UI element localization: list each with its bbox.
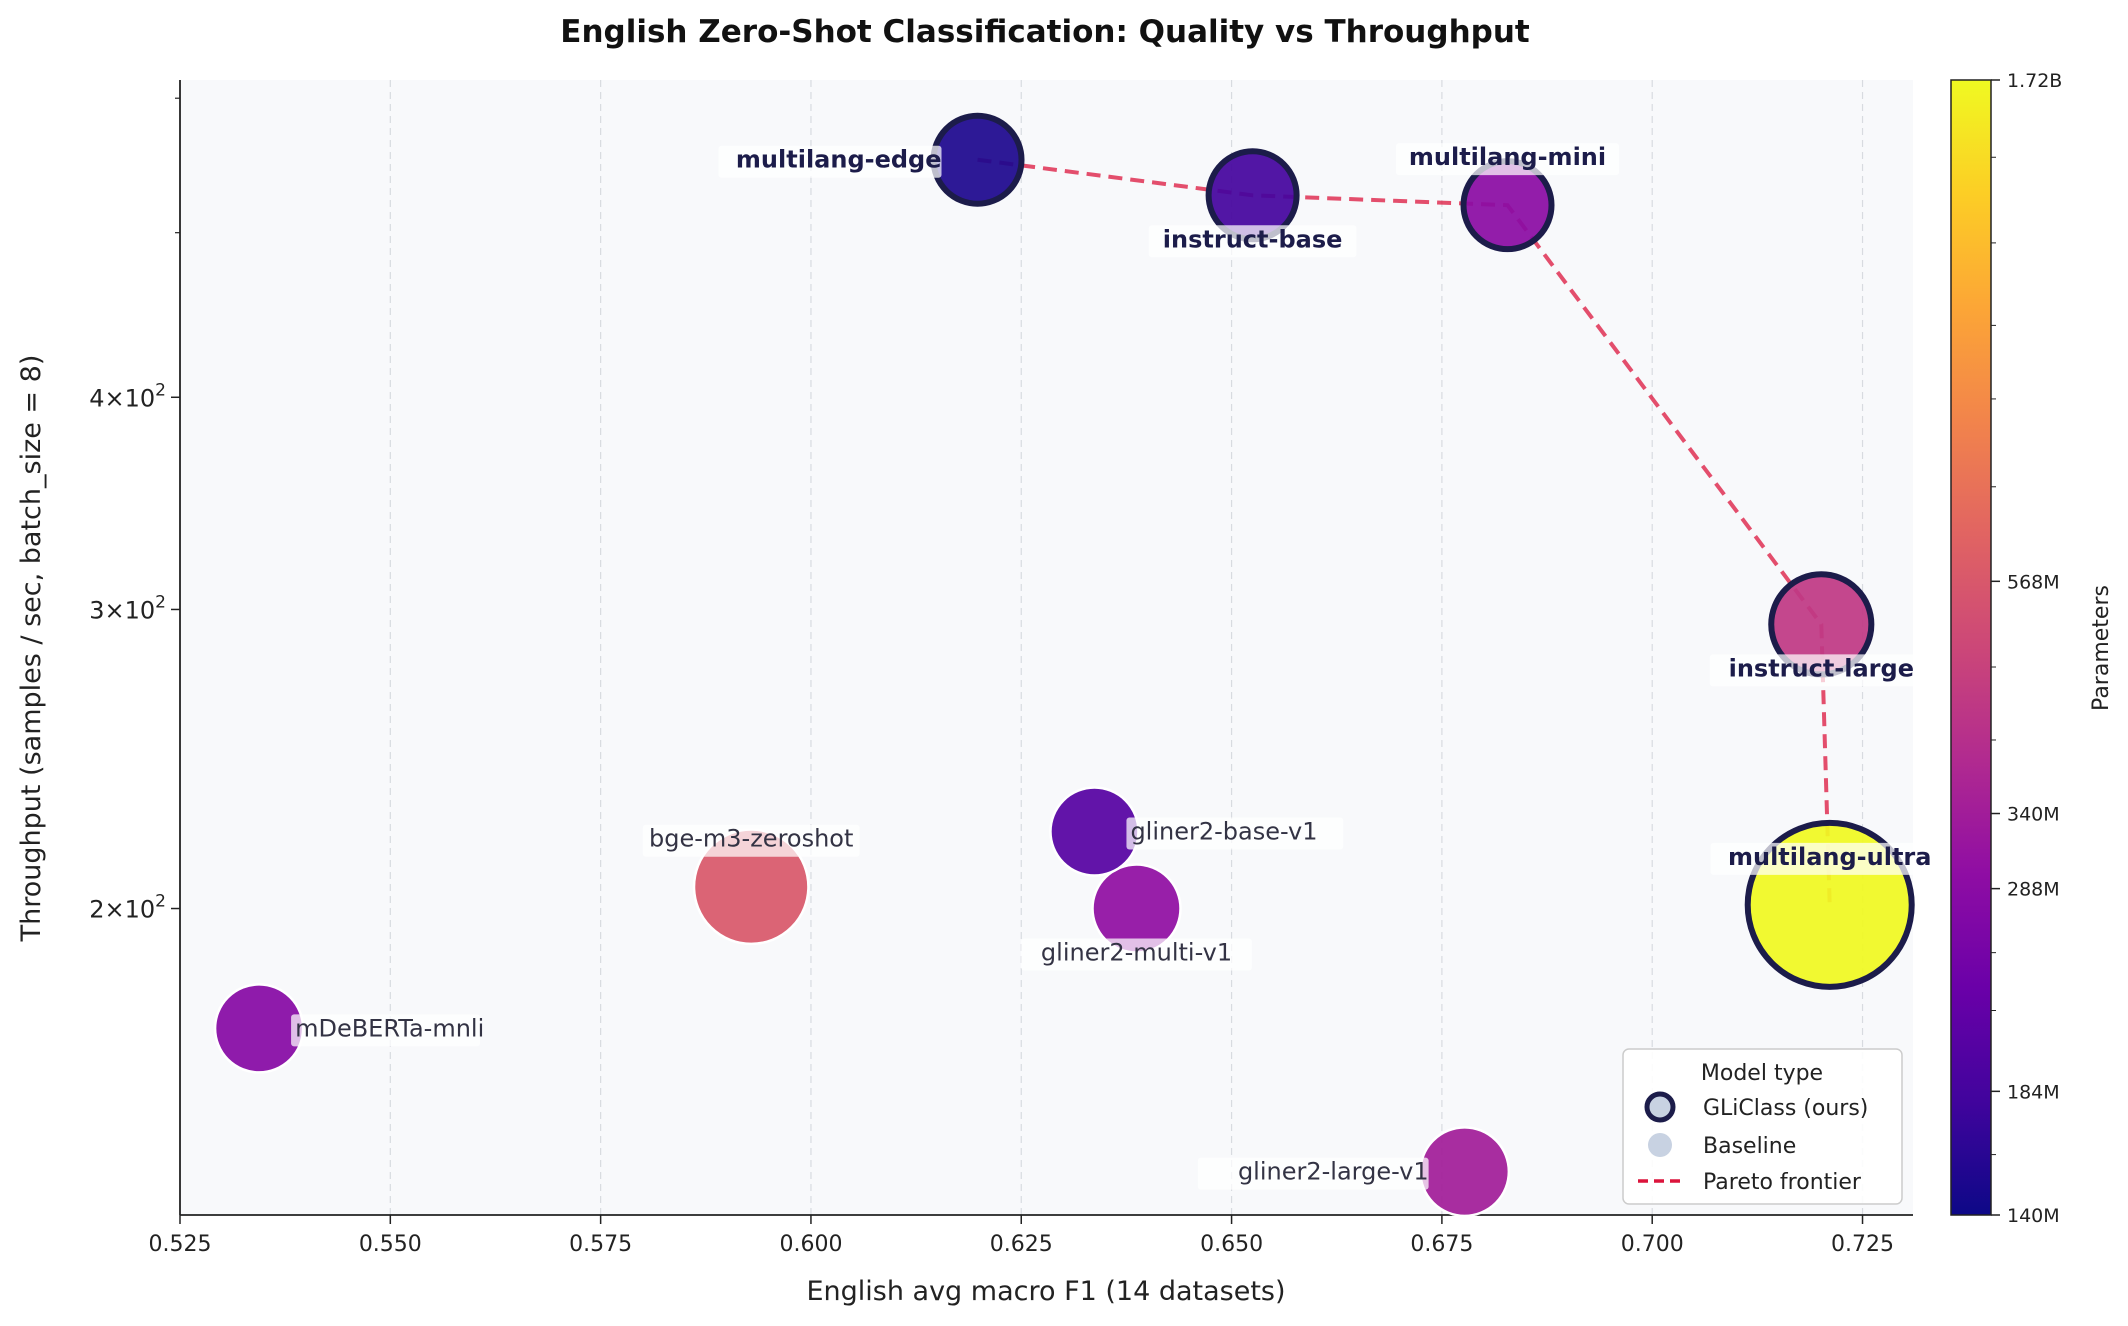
- point-multilang-edge: [930, 112, 1025, 207]
- legend-title: Model type: [1701, 1061, 1823, 1086]
- point-label-instruct-large: instruct-large: [1729, 654, 1914, 682]
- x-tick-label: 0.550: [359, 1232, 422, 1257]
- x-tick-label: 0.700: [1621, 1232, 1684, 1257]
- point-label-multilang-edge: multilang-edge: [736, 146, 942, 174]
- point-label-bg: [1148, 225, 1357, 258]
- colorbar: 140M 184M 288M 340M 568M 1.72B Parameters: [1950, 70, 2114, 1227]
- axes-layer: 0.525 0.550 0.575 0.600 0.625 0.650 0.675 0.700…: [89, 80, 1913, 1257]
- y-tick-label: 2×102: [89, 892, 166, 924]
- x-tick-label: 0.725: [1831, 1232, 1894, 1257]
- point-label-bg: [718, 145, 942, 178]
- point-label-bg: [1395, 143, 1620, 176]
- chart-title: English Zero-Shot Classification: Qualit…: [560, 14, 1530, 50]
- point-label-mDeBERTa-mnli: mDeBERTa-mnli: [295, 1014, 484, 1042]
- legend-gliclass-label: GLiClass (ours): [1703, 1096, 1868, 1121]
- point-label-multilang-mini: multilang-mini: [1409, 143, 1606, 171]
- y-tick-label: 4×102: [89, 380, 166, 412]
- colorbar-tick-label: 340M: [2007, 804, 2060, 826]
- point-label-bg: [1709, 654, 1933, 687]
- x-tick-label: 0.675: [1410, 1232, 1473, 1257]
- colorbar-gradient: [1950, 79, 1992, 1216]
- point-label-gliner2-multi-v1: gliner2-multi-v1: [1041, 939, 1232, 967]
- point-label-gliner2-base-v1: gliner2-base-v1: [1130, 818, 1317, 846]
- point-label-gliner2-large-v1: gliner2-large-v1: [1238, 1158, 1429, 1186]
- x-axis-label: English avg macro F1 (14 datasets): [806, 1276, 1285, 1307]
- x-tick-label: 0.625: [990, 1232, 1053, 1257]
- legend-frontier-label: Pareto frontier: [1703, 1170, 1862, 1195]
- point-label-bg: [291, 1014, 481, 1047]
- point-mDeBERTa-mnli: [213, 983, 305, 1074]
- point-label-instruct-base: instruct-base: [1163, 225, 1343, 253]
- x-tick-label: 0.575: [569, 1232, 632, 1257]
- legend-baseline-marker: [1648, 1133, 1672, 1157]
- point-gliner2-base-v1: [1049, 786, 1140, 877]
- x-tick-label: 0.600: [779, 1232, 842, 1257]
- y-axis-label: Throughput (samples / sec, batch_size = …: [16, 355, 47, 943]
- colorbar-tick-label: 1.72B: [2007, 70, 2062, 92]
- point-label-multilang-ultra: multilang-ultra: [1728, 843, 1931, 871]
- x-tick-label: 0.525: [149, 1232, 212, 1257]
- y-tick-label: 3×102: [89, 592, 166, 624]
- colorbar-tick-label: 184M: [2007, 1081, 2060, 1103]
- colorbar-ticks: 140M 184M 288M 340M 568M 1.72B: [1991, 70, 2062, 1227]
- point-label-bg: [1021, 938, 1252, 971]
- point-label-bg: [642, 824, 860, 857]
- point-label-bg: [1126, 817, 1344, 850]
- legend-box: [1622, 1048, 1903, 1205]
- x-tick-label: 0.650: [1200, 1232, 1263, 1257]
- point-label-bge-m3-zeroshot: bge-m3-zeroshot: [649, 825, 853, 853]
- colorbar-tick-label: 140M: [2007, 1205, 2060, 1227]
- legend-baseline-label: Baseline: [1703, 1134, 1796, 1159]
- legend-gliclass-marker: [1644, 1091, 1676, 1123]
- point-label-bg: [1710, 842, 1949, 875]
- point-label-bg: [1197, 1157, 1429, 1190]
- colorbar-label: Parameters: [2089, 585, 2114, 711]
- point-gliner2-large-v1: [1419, 1126, 1511, 1218]
- legend: Model type GLiClass (ours) Baseline Pare…: [1622, 1048, 1903, 1205]
- colorbar-tick-label: 288M: [2007, 879, 2060, 901]
- colorbar-tick-label: 568M: [2007, 571, 2060, 593]
- labels-layer: multilang-edge instruct-base multilang-min…: [291, 143, 1949, 1190]
